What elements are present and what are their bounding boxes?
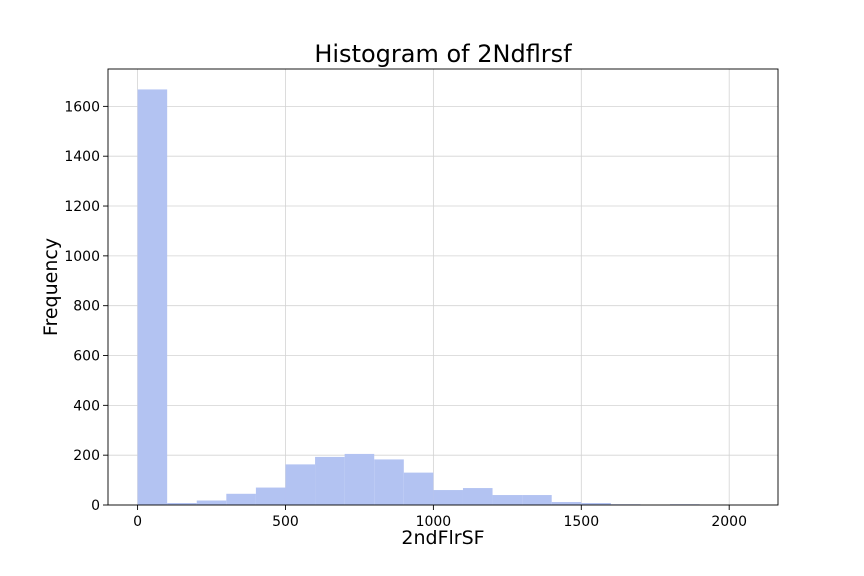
histogram-bar-7 [344,453,375,505]
histogram-bar-4 [255,487,286,505]
x-tick-label-0: 0 [133,514,142,530]
x-axis-label: 2ndFlrSF [401,527,484,549]
y-tick-label-3: 600 [73,349,100,365]
histogram-bar-0 [137,89,168,505]
bar-layer [137,89,749,505]
y-tick-label-7: 1400 [64,149,100,165]
histogram-bar-13 [522,495,552,505]
grid-layer [108,69,778,506]
x-tick-label-3: 1500 [563,514,599,530]
histogram-bar-2 [196,500,227,505]
y-tick-label-0: 0 [91,498,100,514]
histogram-bar-12 [492,495,523,505]
y-tick-label-2: 400 [73,398,100,414]
y-tick-label-6: 1200 [64,199,100,215]
histogram-bar-5 [285,464,316,505]
histogram-bar-1 [167,503,197,505]
histogram-bar-15 [581,503,611,505]
plot-frame [107,68,779,506]
histogram-bar-11 [462,488,493,505]
y-tick-label-5: 1000 [64,249,100,265]
y-tick-label-4: 800 [73,299,100,315]
y-axis-label: Frequency [40,238,62,336]
y-tick-label-8: 1600 [64,99,100,115]
histogram-bar-6 [315,456,345,505]
histogram-bar-14 [551,502,582,505]
histogram-bar-10 [433,490,463,505]
histogram-bar-8 [374,459,404,505]
x-tick-label-2: 1000 [416,514,452,530]
x-tick-label-4: 2000 [711,514,747,530]
histogram-bar-9 [403,472,434,505]
histogram-bar-3 [226,493,256,505]
x-tick-label-1: 500 [272,514,299,530]
chart-title: Histogram of 2Ndflrsf [314,40,572,68]
tick-layer: 0 500 1000 1500 2000 0 200 400 600 800 1000 1200 140… [64,99,747,530]
y-tick-label-1: 200 [73,448,100,464]
